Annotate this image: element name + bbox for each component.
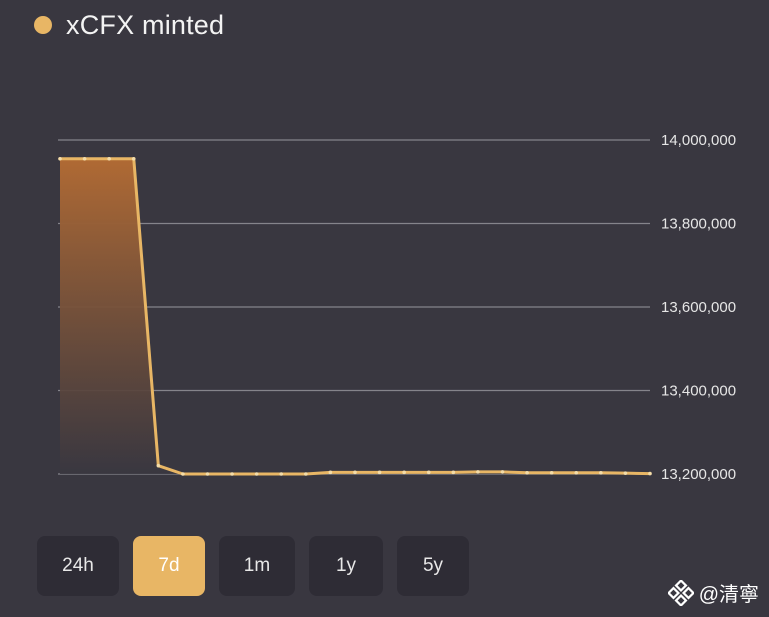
data-point (230, 472, 234, 476)
data-point (58, 156, 62, 161)
data-point (328, 470, 333, 475)
data-point (500, 470, 505, 474)
range-button-1m[interactable]: 1m (219, 536, 295, 596)
chart-legend: xCFX minted (34, 10, 224, 40)
y-axis-ticks: 13,200,000 13,400,000 13,600,000 13,800,000… (661, 132, 736, 483)
y-tick-label: 13,800,000 (661, 216, 736, 233)
range-button-1y[interactable]: 1y (309, 536, 383, 596)
data-point (131, 156, 136, 161)
legend-swatch (34, 16, 52, 34)
data-point (549, 470, 554, 475)
data-point (623, 471, 628, 475)
range-button-24h[interactable]: 24h (37, 536, 119, 596)
y-tick-label: 13,200,000 (661, 466, 736, 483)
data-point (377, 470, 382, 475)
data-point (599, 470, 603, 475)
data-point (451, 470, 456, 475)
range-button-7d[interactable]: 7d (133, 536, 205, 596)
data-point (304, 472, 308, 476)
watermark: @清寧 (667, 578, 759, 607)
data-point (181, 472, 185, 476)
data-point (353, 470, 357, 475)
data-point (426, 470, 431, 475)
data-point (525, 470, 529, 475)
series-line-group (58, 156, 652, 476)
legend-label: xCFX minted (66, 9, 225, 40)
area-chart: 13,200,000 13,400,000 13,600,000 13,800,000… (58, 132, 736, 483)
data-point (107, 156, 111, 161)
data-point (648, 471, 652, 476)
y-tick-label: 14,000,000 (661, 132, 736, 149)
data-point (205, 472, 210, 476)
data-point (402, 470, 406, 475)
range-button-5y[interactable]: 5y (397, 536, 469, 596)
data-point (476, 470, 480, 474)
area-fill (60, 158, 650, 474)
data-point (254, 472, 259, 476)
watermark-text: @清寧 (698, 584, 759, 606)
data-point (279, 472, 284, 476)
time-range-selector: 24h 7d 1m 1y 5y (37, 536, 469, 596)
y-tick-label: 13,600,000 (661, 299, 736, 316)
data-point (574, 470, 579, 475)
data-point (156, 463, 161, 468)
binance-logo-icon (667, 579, 694, 606)
y-tick-label: 13,400,000 (661, 383, 736, 400)
series-area (60, 158, 650, 474)
data-point (82, 156, 87, 161)
